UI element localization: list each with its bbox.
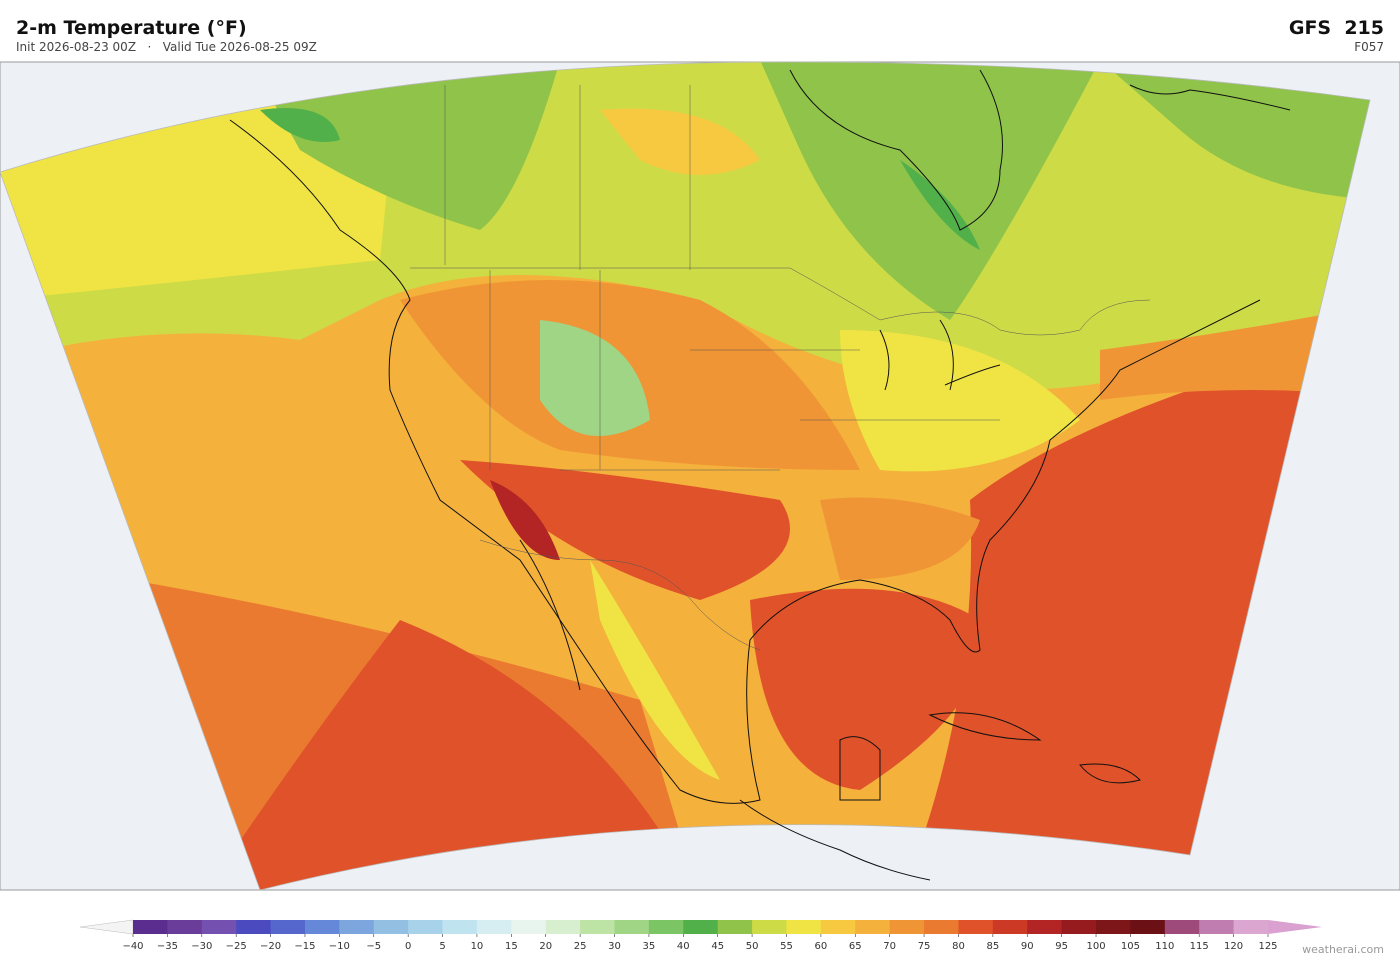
colorbar-tick-label: 20 [539,941,552,952]
colorbar-tick-label: 105 [1121,941,1140,952]
colorbar-tick-label: 110 [1155,941,1174,952]
colorbar-segment [1027,920,1063,934]
colorbar-tick-label: −30 [191,941,212,952]
colorbar-tick-label: −15 [294,941,315,952]
colorbar-segment [1061,920,1097,934]
model: GFS 215 [1289,17,1384,39]
colorbar-tick-label: 0 [405,941,411,952]
colorbar-segment [476,920,512,934]
colorbar-tick-label: 50 [746,941,759,952]
colorbar-segment [236,920,272,934]
colorbar-tick-label: 100 [1086,941,1105,952]
colorbar-tick-label: 60 [815,941,828,952]
colorbar-tick-label: 95 [1055,941,1068,952]
colorbar-tick-label: −20 [260,941,281,952]
colorbar-segment [820,920,856,934]
colorbar-segment [648,920,684,934]
colorbar-tick-label: −5 [366,941,381,952]
colorbar-tick-label: 30 [608,941,621,952]
forecast-hour: F057 [1354,40,1384,54]
colorbar-tick-label: −40 [122,941,143,952]
colorbar-segment [1130,920,1166,934]
colorbar-segment [167,920,203,934]
colorbar-segment [855,920,891,934]
colorbar-segment [1233,920,1269,934]
colorbar-segment [373,920,409,934]
colorbar-tick-label: 45 [711,941,724,952]
colorbar-tick-label: −35 [157,941,178,952]
borders [410,85,1151,651]
colorbar-tick-label: 75 [918,941,931,952]
colorbar-segment [889,920,925,934]
watermark: weatherai.com [1302,943,1384,956]
colorbar-under [79,919,134,935]
colorbar-tick-label: 55 [780,941,793,952]
subtitle: Init 2026-08-23 00Z · Valid Tue 2026-08-… [16,40,317,54]
colorbar-segment [442,920,478,934]
colorbar-segment [992,920,1028,934]
colorbar-tick-label: 40 [677,941,690,952]
colorbar-tick-label: 70 [883,941,896,952]
colorbar-segment [339,920,375,934]
colorbar-segment [133,920,168,934]
colorbar-tick-label: −10 [329,941,350,952]
colorbar-tick-label: 120 [1224,941,1243,952]
colorbar-tick-label: 85 [986,941,999,952]
colorbar-tick-label: 115 [1190,941,1209,952]
colorbar-segment [752,920,787,934]
colorbar-segment [408,920,444,934]
colorbar-segment [1164,920,1200,934]
colorbar-tick-label: 10 [471,941,484,952]
colorbar-tick-label: 35 [643,941,656,952]
colorbar-segment [717,920,753,934]
map [0,61,1400,891]
colorbar-segment [1096,920,1131,934]
colorbar-tick-label: 5 [439,941,445,952]
colorbar-tick-label: 25 [574,941,587,952]
colorbar-segment [304,920,340,934]
colorbar-tick-label: 15 [505,941,518,952]
colorbar-segment [270,920,306,934]
colorbar-tick-label: 90 [1021,941,1034,952]
colorbar-segment [511,920,547,934]
colorbar-segment [683,920,719,934]
colorbar-segment [1199,920,1235,934]
colorbar-segment [580,920,616,934]
colorbar: −40 −35 −30 −25 −20 −15 −10 −5 0 5 10 15 20 25 30 35 40 4… [79,919,1322,952]
title: 2-m Temperature (°F) [16,17,247,39]
colorbar-over [1268,920,1322,934]
colorbar-segment [958,920,994,934]
colorbar-tick-label: 80 [952,941,965,952]
colorbar-tick-label: −25 [226,941,247,952]
colorbar-segment [786,920,822,934]
colorbar-segment [614,920,650,934]
colorbar-segment [545,920,581,934]
coastlines [229,69,1291,881]
colorbar-segment [924,920,959,934]
colorbar-tick-label: 65 [849,941,862,952]
colorbar-tick-label: 125 [1258,941,1277,952]
colorbar-segment [201,920,237,934]
